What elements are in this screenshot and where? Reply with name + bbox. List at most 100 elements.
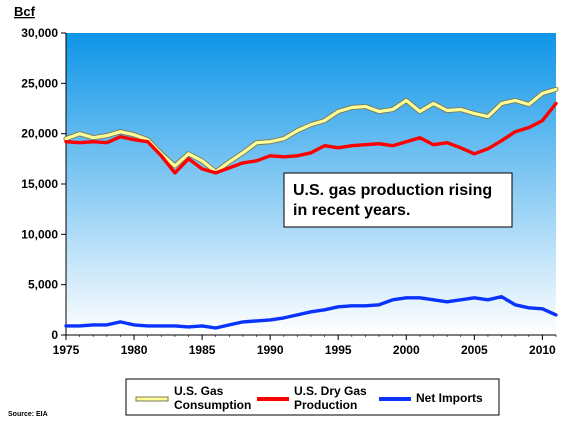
- data-point-consumption: [459, 108, 462, 111]
- data-point-consumption: [296, 129, 299, 132]
- data-point-net-imports: [133, 323, 136, 326]
- y-tick-label: 5,000: [28, 278, 58, 292]
- data-point-net-imports: [187, 325, 190, 328]
- data-point-net-imports: [527, 306, 530, 309]
- annotation-line-2: in recent years.: [293, 202, 410, 219]
- annotation-line-1: U.S. gas production rising: [293, 182, 492, 199]
- data-point-consumption: [500, 102, 503, 105]
- data-point-net-imports: [241, 320, 244, 323]
- data-point-net-imports: [146, 324, 149, 327]
- data-point-consumption: [241, 151, 244, 154]
- data-point-production: [160, 154, 163, 157]
- data-point-consumption: [92, 136, 95, 139]
- data-point-production: [378, 142, 381, 145]
- data-point-net-imports: [364, 304, 367, 307]
- source-note: Source: EIA: [8, 411, 48, 418]
- legend-swatch-consumption: [135, 396, 169, 402]
- data-point-consumption: [446, 109, 449, 112]
- data-point-production: [296, 154, 299, 157]
- data-point-consumption: [133, 133, 136, 136]
- data-point-production: [78, 141, 81, 144]
- data-point-production: [446, 141, 449, 144]
- data-point-production: [65, 140, 68, 143]
- data-point-production: [364, 143, 367, 146]
- data-point-net-imports: [296, 313, 299, 316]
- data-point-net-imports: [323, 308, 326, 311]
- data-point-consumption: [228, 160, 231, 163]
- data-point-consumption: [255, 141, 258, 144]
- data-point-net-imports: [446, 300, 449, 303]
- data-point-production: [350, 144, 353, 147]
- annotation-box: U.S. gas production rising in recent yea…: [283, 172, 513, 228]
- data-point-net-imports: [337, 305, 340, 308]
- data-point-consumption: [473, 112, 476, 115]
- data-point-production: [337, 146, 340, 149]
- data-point-production: [405, 140, 408, 143]
- series-line-consumption: [64, 87, 558, 174]
- data-point-net-imports: [92, 323, 95, 326]
- series-layer: [63, 86, 559, 330]
- data-point-consumption: [527, 103, 530, 106]
- data-point-consumption: [486, 115, 489, 118]
- data-point-consumption: [514, 99, 517, 102]
- data-point-consumption: [282, 137, 285, 140]
- legend-label-production-line-1: U.S. Dry Gas: [294, 384, 367, 398]
- data-point-production: [323, 144, 326, 147]
- data-point-net-imports: [486, 298, 489, 301]
- x-tick-label: 2005: [461, 343, 488, 357]
- data-point-production: [391, 144, 394, 147]
- data-point-net-imports: [214, 327, 217, 330]
- data-point-net-imports: [459, 298, 462, 301]
- data-point-net-imports: [255, 319, 258, 322]
- legend-item-production: U.S. Dry Gas Production: [257, 384, 367, 412]
- data-point-consumption: [405, 99, 408, 102]
- data-point-net-imports: [269, 318, 272, 321]
- data-point-net-imports: [378, 303, 381, 306]
- data-point-consumption: [119, 130, 122, 133]
- y-axis-unit-label: Bcf: [14, 4, 36, 19]
- data-point-production: [146, 140, 149, 143]
- legend-item-net-imports: Net Imports: [379, 391, 483, 405]
- data-point-production: [187, 157, 190, 160]
- data-point-consumption: [378, 110, 381, 113]
- data-point-production: [228, 166, 231, 169]
- data-point-production: [486, 147, 489, 150]
- legend-item-consumption: U.S. Gas Consumption: [135, 384, 251, 412]
- data-point-production: [500, 139, 503, 142]
- y-tick-label: 15,000: [21, 177, 58, 191]
- data-point-production: [310, 151, 313, 154]
- data-point-consumption: [187, 152, 190, 155]
- x-tick-label: 2010: [529, 343, 556, 357]
- data-point-production: [269, 154, 272, 157]
- legend-label-consumption-line-1: U.S. Gas: [174, 384, 224, 398]
- data-point-net-imports: [105, 323, 108, 326]
- data-point-production: [432, 143, 435, 146]
- data-point-net-imports: [228, 323, 231, 326]
- annotation-frame: [283, 172, 513, 228]
- data-point-consumption: [432, 102, 435, 105]
- legend-label-net-imports: Net Imports: [416, 391, 483, 405]
- data-point-production: [514, 130, 517, 133]
- legend-swatch-net-imports: [379, 397, 411, 401]
- data-point-net-imports: [405, 296, 408, 299]
- data-point-net-imports: [160, 324, 163, 327]
- data-point-net-imports: [310, 310, 313, 313]
- data-point-production: [541, 119, 544, 122]
- data-point-net-imports: [418, 296, 421, 299]
- data-point-net-imports: [78, 324, 81, 327]
- data-point-net-imports: [201, 324, 204, 327]
- x-tick-label: 1995: [325, 343, 352, 357]
- data-point-consumption: [310, 123, 313, 126]
- data-point-net-imports: [173, 324, 176, 327]
- data-point-consumption: [391, 108, 394, 111]
- data-point-consumption: [364, 105, 367, 108]
- data-point-production: [92, 140, 95, 143]
- data-point-consumption: [78, 132, 81, 135]
- data-point-net-imports: [500, 295, 503, 298]
- series-line-production: [64, 101, 558, 175]
- data-point-production: [255, 159, 258, 162]
- x-tick-label: 1990: [257, 343, 284, 357]
- data-point-consumption: [555, 88, 558, 91]
- data-point-net-imports: [541, 307, 544, 310]
- data-point-consumption: [269, 140, 272, 143]
